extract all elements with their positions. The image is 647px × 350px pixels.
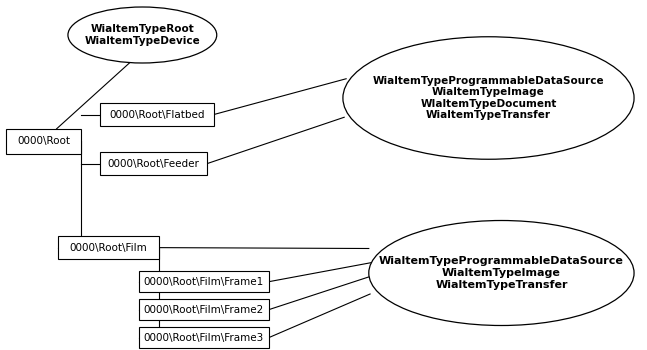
Text: 0000\Root\Film\Frame3: 0000\Root\Film\Frame3 <box>144 333 264 343</box>
Ellipse shape <box>343 37 634 159</box>
Ellipse shape <box>68 7 217 63</box>
FancyBboxPatch shape <box>139 327 269 348</box>
Text: 0000\Root\Flatbed: 0000\Root\Flatbed <box>109 110 204 120</box>
FancyBboxPatch shape <box>100 103 214 126</box>
FancyBboxPatch shape <box>58 236 159 259</box>
Text: 0000\Root\Film\Frame2: 0000\Root\Film\Frame2 <box>144 305 264 315</box>
Text: 0000\Root: 0000\Root <box>17 136 70 146</box>
Text: 0000\Root\Film\Frame1: 0000\Root\Film\Frame1 <box>144 277 264 287</box>
FancyBboxPatch shape <box>139 271 269 292</box>
Text: WialtemTypeRoot
WialtemTypeDevice: WialtemTypeRoot WialtemTypeDevice <box>85 24 200 46</box>
FancyBboxPatch shape <box>6 129 81 154</box>
Text: WialtemTypeProgrammableDataSource
WialtemTypeImage
WialtemTypeTransfer: WialtemTypeProgrammableDataSource Wialte… <box>379 257 624 289</box>
Text: 0000\Root\Feeder: 0000\Root\Feeder <box>107 159 200 169</box>
Text: WialtemTypeProgrammableDataSource
WialtemTypeImage
WIaltemTypeDocument
WialtemTy: WialtemTypeProgrammableDataSource Wialte… <box>373 76 604 120</box>
FancyBboxPatch shape <box>139 299 269 320</box>
FancyBboxPatch shape <box>100 152 207 175</box>
Ellipse shape <box>369 220 634 326</box>
Text: 0000\Root\Film: 0000\Root\Film <box>69 243 148 253</box>
